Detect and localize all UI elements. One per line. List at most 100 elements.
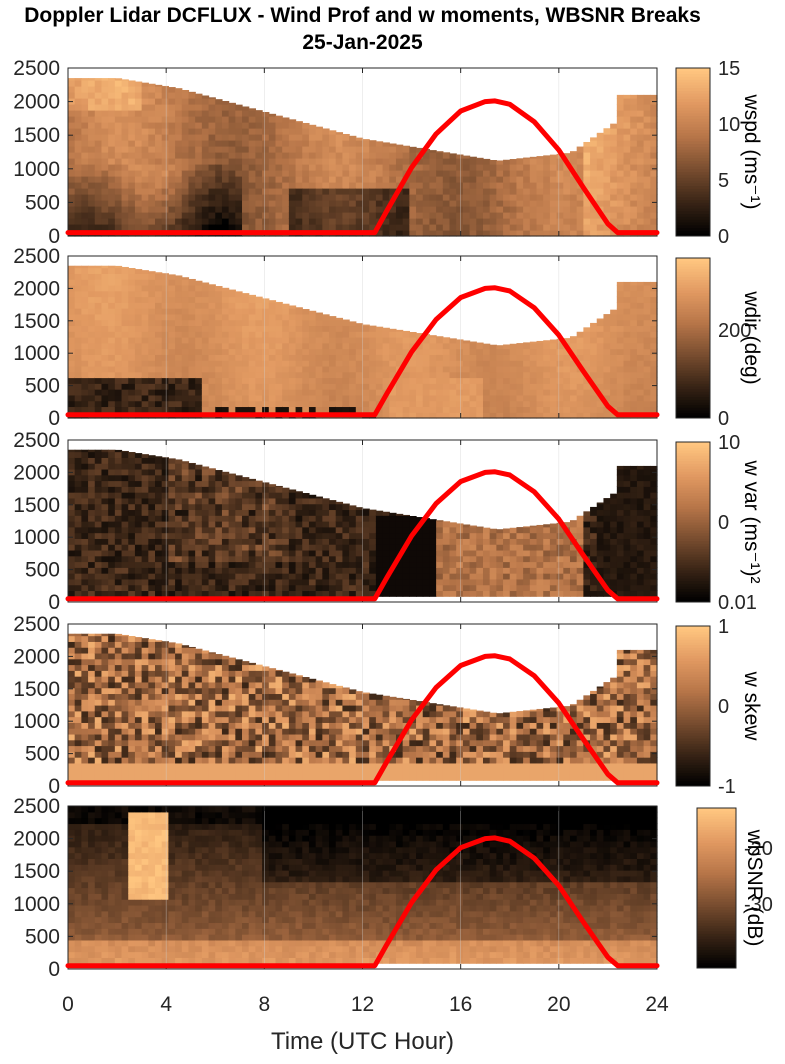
heatmap-cell <box>142 556 149 562</box>
heatmap-cell <box>269 401 276 407</box>
heatmap-cell <box>470 556 477 562</box>
heatmap-cell <box>162 128 169 135</box>
heatmap-cell <box>262 182 269 189</box>
heatmap-cell <box>242 383 249 389</box>
heatmap-cell <box>624 128 631 135</box>
heatmap-cell <box>476 562 483 568</box>
heatmap-cell <box>275 527 282 533</box>
heatmap-cell <box>235 224 242 231</box>
heatmap-cell <box>563 170 570 177</box>
heatmap-cell <box>229 498 236 504</box>
heatmap-cell <box>108 498 115 504</box>
heatmap-cell <box>88 486 95 492</box>
heatmap-cell <box>476 349 483 355</box>
heatmap-cell <box>470 562 477 568</box>
heatmap-cell <box>81 538 88 544</box>
heatmap-cell <box>108 152 115 159</box>
heatmap-cell <box>135 224 142 231</box>
heatmap-cell <box>537 567 544 573</box>
heatmap-cell <box>510 176 517 183</box>
heatmap-cell <box>630 95 637 99</box>
heatmap-cell <box>255 164 262 171</box>
heatmap-cell <box>269 498 276 504</box>
heatmap-cell <box>148 122 155 129</box>
heatmap-cell <box>68 544 75 550</box>
heatmap-cell <box>624 170 631 177</box>
heatmap-cell <box>637 158 644 165</box>
heatmap-cell <box>456 349 463 355</box>
heatmap-cell <box>329 152 336 159</box>
heatmap-cell <box>175 343 182 349</box>
heatmap-cell <box>282 366 289 372</box>
heatmap-cell <box>101 343 108 349</box>
heatmap-cell <box>617 291 624 297</box>
heatmap-cell <box>289 194 296 201</box>
heatmap-cell <box>128 527 135 533</box>
heatmap-cell <box>168 218 175 225</box>
heatmap-cell <box>249 360 256 366</box>
heatmap-cell <box>423 206 430 213</box>
heatmap-cell <box>269 116 276 123</box>
heatmap-cell <box>215 320 222 326</box>
heatmap-cell <box>101 590 108 596</box>
heatmap-cell <box>630 212 637 219</box>
heatmap-cell <box>409 182 416 189</box>
heatmap-cell <box>188 527 195 533</box>
heatmap-cell <box>349 343 356 349</box>
heatmap-cell <box>269 378 276 384</box>
heatmap-cell <box>202 302 209 308</box>
heatmap-cell <box>255 188 262 195</box>
heatmap-cell <box>496 160 503 164</box>
heatmap-cell <box>389 590 396 596</box>
heatmap-cell <box>637 308 644 314</box>
heatmap-cell <box>162 285 169 291</box>
heatmap-cell <box>168 122 175 129</box>
heatmap-cell <box>630 134 637 141</box>
heatmap-cell <box>155 573 162 579</box>
heatmap-cell <box>75 538 82 544</box>
heatmap-cell <box>262 538 269 544</box>
heatmap-cell <box>282 509 289 515</box>
heatmap-cell <box>450 354 457 360</box>
heatmap-cell <box>289 152 296 159</box>
heatmap-cell <box>409 516 416 522</box>
heatmap-cell <box>429 579 436 585</box>
heatmap-cell <box>202 291 209 297</box>
heatmap-cell <box>470 343 477 349</box>
heatmap-cell <box>108 475 115 481</box>
heatmap-cell <box>101 504 108 510</box>
heatmap-cell <box>610 200 617 207</box>
heatmap-cell <box>202 521 209 527</box>
heatmap-cell <box>463 372 470 378</box>
heatmap-cell <box>249 590 256 596</box>
heatmap-cell <box>550 218 557 225</box>
heatmap-cell <box>483 218 490 225</box>
heatmap-cell <box>222 573 229 579</box>
heatmap-cell <box>316 140 323 147</box>
heatmap-cell <box>101 194 108 201</box>
heatmap-cell <box>209 521 216 527</box>
heatmap-cell <box>135 453 142 458</box>
heatmap-cell <box>603 176 610 183</box>
heatmap-cell <box>543 164 550 171</box>
heatmap-cell <box>537 224 544 231</box>
heatmap-cell <box>329 140 336 147</box>
heatmap-cell <box>530 188 537 195</box>
heatmap-cell <box>296 122 303 129</box>
heatmap-cell <box>142 270 149 274</box>
heatmap-cell <box>516 366 523 372</box>
heatmap-cell <box>363 140 370 147</box>
heatmap-cell <box>269 325 276 331</box>
heatmap-cell <box>356 224 363 231</box>
heatmap-cell <box>81 349 88 355</box>
heatmap-cell <box>389 337 396 343</box>
heatmap-cell <box>617 314 624 320</box>
heatmap-cell <box>135 544 142 550</box>
heatmap-cell <box>175 140 182 147</box>
heatmap-cell <box>363 550 370 556</box>
heatmap-cell <box>81 515 88 521</box>
heatmap-cell <box>436 567 443 573</box>
heatmap-cell <box>249 116 256 123</box>
heatmap-cell <box>583 331 590 337</box>
heatmap-cell <box>369 152 376 159</box>
